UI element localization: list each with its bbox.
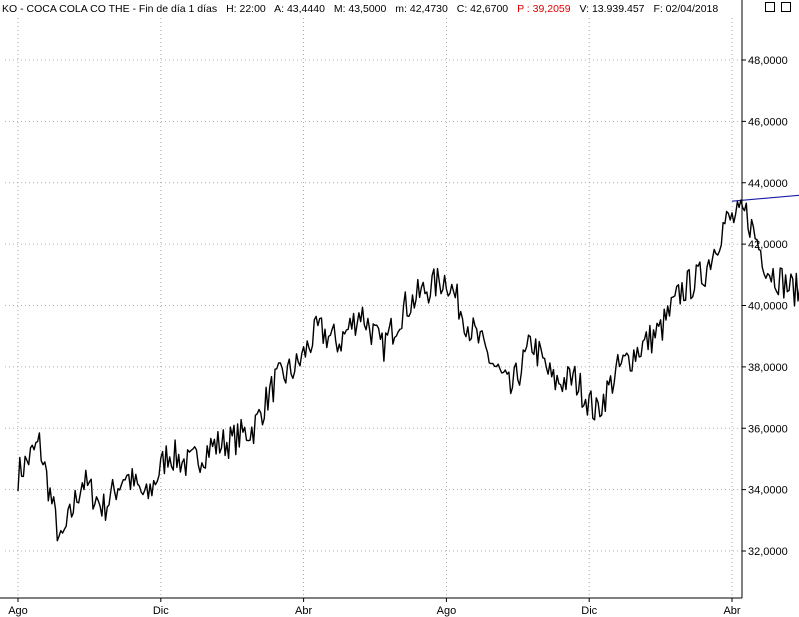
- x-tick-label: Ago: [437, 605, 457, 617]
- y-tick-label: 36,0000: [748, 423, 788, 435]
- x-tick-label: Dic: [581, 605, 597, 617]
- close-button[interactable]: [781, 2, 791, 12]
- x-tick-label: Abr: [723, 605, 740, 617]
- y-tick-label: 42,0000: [748, 239, 788, 251]
- header-title: KO - COCA COLA CO THE - Fin de día 1 día…: [2, 3, 218, 15]
- header-open: A: 43,4440: [274, 3, 325, 15]
- x-tick-label: Abr: [295, 605, 312, 617]
- price-series-line: [17, 199, 799, 542]
- y-tick-label: 32,0000: [748, 546, 788, 558]
- y-tick-label: 44,0000: [748, 178, 788, 190]
- header-close: C: 42,6700: [456, 3, 509, 15]
- y-tick-label: 48,0000: [748, 55, 788, 67]
- header-max: M: 43,5000: [333, 3, 387, 15]
- x-tick-label: Dic: [153, 605, 169, 617]
- minimize-button[interactable]: [765, 2, 775, 12]
- x-tick-label: Ago: [8, 605, 28, 617]
- chart-header: KO - COCA COLA CO THE - Fin de día 1 día…: [2, 1, 724, 17]
- y-tick-label: 34,0000: [748, 485, 788, 497]
- header-date: F: 02/04/2018: [653, 3, 719, 15]
- y-tick-label: 40,0000: [748, 301, 788, 313]
- grid: [5, 18, 742, 598]
- header-high: H: 22:00: [226, 3, 266, 15]
- y-tick-label: 46,0000: [748, 116, 788, 128]
- header-volume: V: 13.939.457: [579, 3, 645, 15]
- series-layer: [17, 199, 799, 542]
- y-tick-label: 38,0000: [748, 362, 788, 374]
- header-p-value: P : 39,2059: [517, 3, 571, 15]
- header-min: m: 42,4730: [395, 3, 448, 15]
